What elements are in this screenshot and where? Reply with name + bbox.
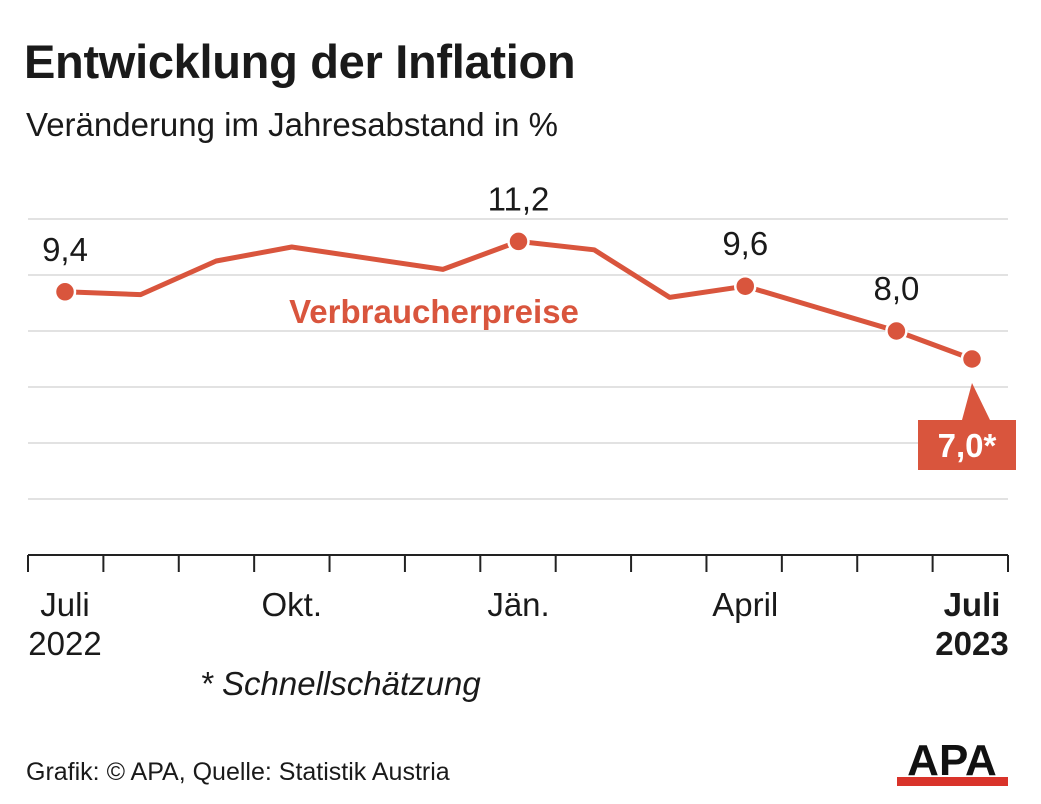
- x-tick-label-line: Okt.: [261, 586, 322, 623]
- apa-logo-bar: [897, 777, 1008, 786]
- series-label-verbraucherpreise: Verbraucherpreise: [289, 293, 579, 330]
- data-point: [885, 319, 908, 343]
- data-label: 9,4: [42, 231, 88, 268]
- data-point: [53, 280, 77, 304]
- callout-pointer: [962, 383, 990, 420]
- chart-subtitle: Veränderung im Jahresabstand in %: [26, 106, 558, 143]
- callout-box: [918, 420, 1016, 470]
- x-tick-label: Juli 2022: [28, 586, 101, 662]
- data-point: [507, 230, 530, 253]
- x-tick-label: Okt.: [261, 586, 322, 623]
- x-tick-label-line: Jän.: [487, 586, 549, 623]
- x-tick-label-line: April: [712, 586, 778, 623]
- x-tick-label-line: 2022: [28, 625, 101, 662]
- x-tick-label: April: [712, 586, 778, 623]
- x-tick-label: Jän.: [487, 586, 549, 623]
- x-tick-label: Juli 2023: [935, 586, 1008, 662]
- data-point: [734, 274, 757, 298]
- data-label: 11,2: [488, 180, 550, 217]
- source-credit: Grafik: © APA, Quelle: Statistik Austria: [26, 758, 450, 786]
- apa-logo: APA: [897, 738, 1008, 786]
- footnote: * Schnellschätzung: [200, 665, 481, 702]
- x-tick-label-line: Juli: [40, 586, 90, 623]
- x-tick-label-line: 2023: [935, 625, 1008, 662]
- data-label: 8,0: [873, 270, 919, 307]
- data-label: 9,6: [722, 225, 768, 262]
- x-tick-label-line: Juli: [944, 586, 1001, 623]
- data-label-highlight: 7,0*: [938, 427, 997, 464]
- chart-title: Entwicklung der Inflation: [24, 35, 576, 88]
- data-point: [960, 347, 984, 371]
